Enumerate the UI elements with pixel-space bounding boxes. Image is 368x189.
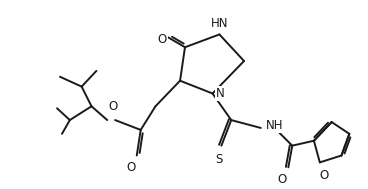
Text: O: O (158, 33, 167, 46)
Text: O: O (319, 169, 328, 182)
Text: S: S (216, 153, 223, 166)
Text: O: O (109, 100, 118, 113)
Text: O: O (126, 161, 135, 174)
Text: NH: NH (266, 119, 283, 132)
Text: O: O (278, 173, 287, 186)
Text: N: N (216, 87, 225, 100)
Text: HN: HN (211, 16, 228, 29)
